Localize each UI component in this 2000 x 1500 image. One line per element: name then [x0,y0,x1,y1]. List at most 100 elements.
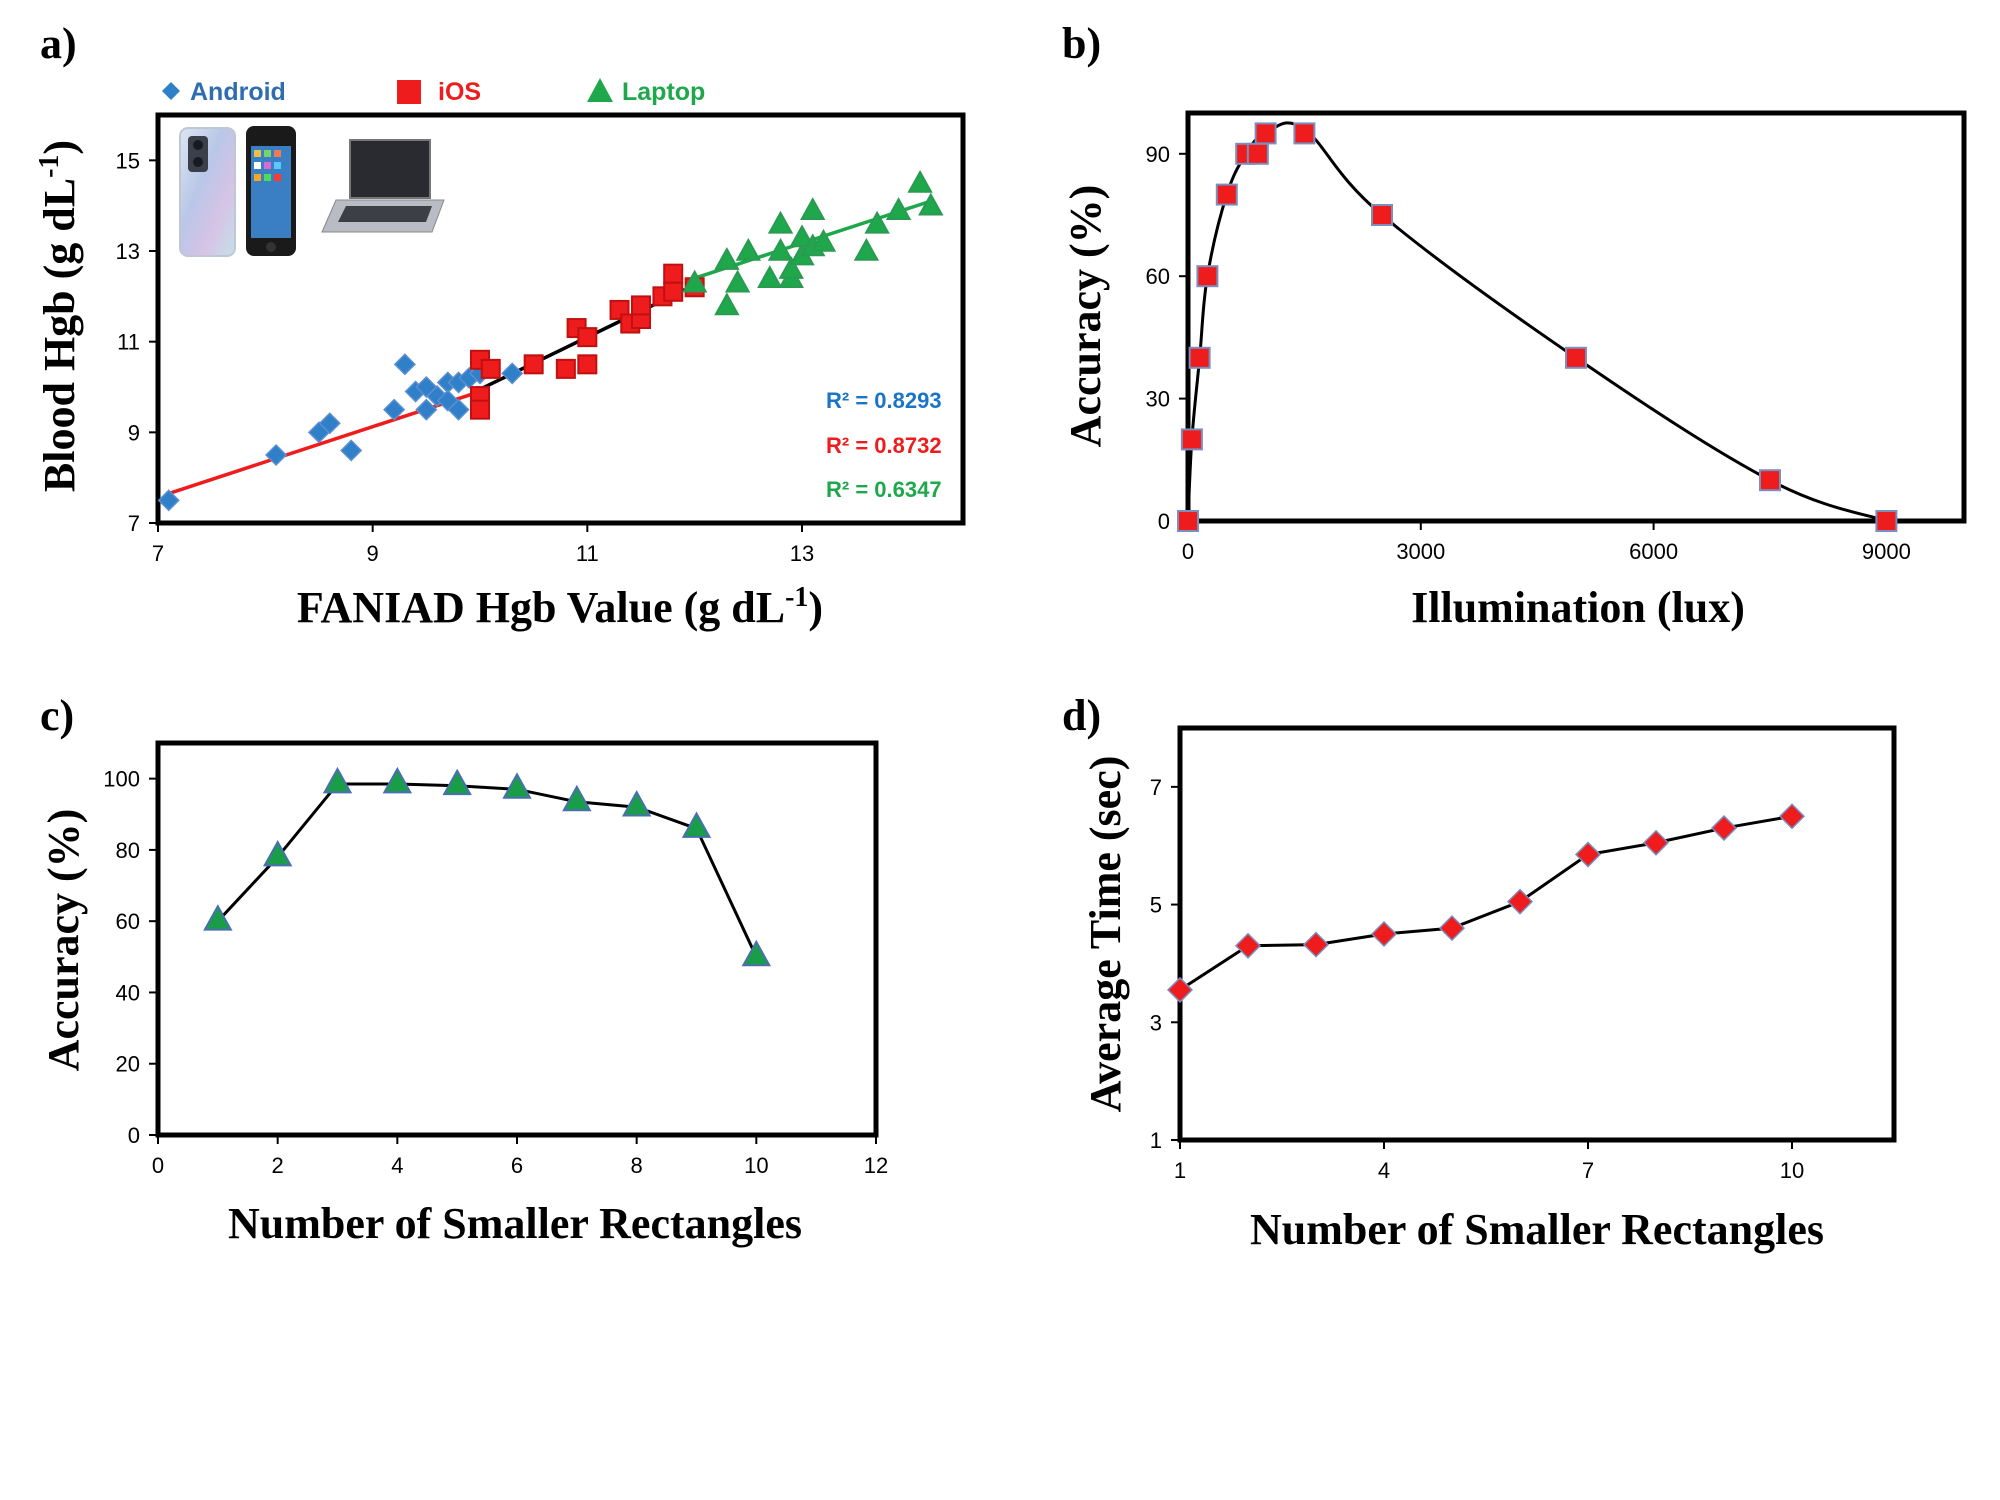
d-y-tick-label: 5 [1150,893,1162,918]
laptop-point [800,197,826,220]
laptop-icon [321,139,445,233]
android-point [340,439,363,462]
fit-curve-b [1186,121,1887,523]
data-point-c [382,766,413,794]
b-x-tick-label: 0 [1182,539,1194,564]
d-y-tick-label: 7 [1150,775,1162,800]
legend-android-label: Android [190,78,286,106]
chart-c: 0 2 4 6 8 10 12 0 20 40 60 80 100 Number of Smaller … [39,740,888,1248]
laptop-point [767,237,794,261]
b-y-tick-label: 0 [1158,509,1170,534]
d-x-tick-label: 10 [1780,1158,1804,1183]
android-phone-icon [179,127,236,257]
series-line-c [216,782,758,958]
data-point-c [322,766,353,794]
data-point-c [681,811,712,838]
a-y-tick-label: 7 [128,511,140,536]
laptop-point [907,169,933,193]
ios-point [631,295,651,316]
x-axis-title-c: Number of Smaller Rectangles [228,1199,802,1248]
device-pictures [179,126,445,257]
a-y-tick-label: 13 [116,239,140,264]
a-x-tick-label: 11 [576,541,599,566]
data-point-d [1710,814,1738,842]
data-point-b [1565,346,1587,369]
a-x-tick-label: 13 [790,541,814,566]
c-x-tick-label: 2 [272,1153,284,1178]
data-point-c [741,939,772,967]
data-point-b [1875,510,1898,532]
b-y-tick-label: 30 [1146,387,1170,412]
ios-point [663,281,684,302]
laptop-point [714,292,740,316]
series-line-d [1179,814,1793,992]
data-point-b [1188,346,1211,369]
a-y-tick-label: 11 [117,330,140,355]
legend-ios-label: iOS [438,78,481,106]
b-y-tick-label: 60 [1146,264,1170,289]
legend-a: Android iOS Laptop [162,78,705,106]
data-point-b [1180,428,1203,451]
x-axis-title-a: FANIAD Hgb Value (g dL-1) [297,582,823,632]
legend-laptop-marker [587,78,613,102]
laptop-point [714,247,740,270]
c-y-tick-label: 100 [103,767,140,792]
d-x-tick-label: 1 [1174,1158,1186,1183]
data-point-d [1234,932,1262,959]
b-x-tick-label: 6000 [1629,539,1678,564]
chart-a: Android iOS Laptop [34,78,966,632]
legend-android-marker [162,82,180,100]
panel-b-label: b) [1062,19,1101,68]
c-y-tick-label: 20 [116,1052,140,1077]
android-point [383,398,406,421]
laptop-point [681,269,708,293]
y-axis-title-c: Accuracy (%) [39,809,88,1072]
r2-laptop: R² = 0.6347 [826,477,942,502]
data-point-d [1166,976,1194,1003]
laptop-point [757,265,783,288]
ios-point [577,327,598,348]
x-axis-title-d: Number of Smaller Rectangles [1250,1205,1824,1254]
laptop-point [918,192,944,216]
c-y-tick-label: 40 [116,980,140,1005]
legend-laptop-label: Laptop [622,78,705,106]
android-point [318,412,341,435]
data-point-c [442,768,472,796]
c-x-tick-label: 6 [511,1153,523,1178]
android-point [393,353,416,376]
d-y-tick-label: 1 [1150,1128,1162,1153]
iphone-icon [246,126,296,256]
data-point-b [1254,122,1277,145]
panel-d-label: d) [1062,691,1101,740]
c-y-tick-label: 80 [116,838,140,863]
b-y-tick-label: 90 [1146,142,1170,167]
android-point [447,398,470,421]
android-point [501,362,524,385]
c-x-tick-label: 12 [864,1153,888,1178]
c-x-tick-label: 8 [631,1153,643,1178]
ios-point [480,358,501,379]
data-point-c [262,839,293,867]
plot-area-d [1177,725,1897,1143]
panel-c-label: c) [40,691,74,740]
data-point-b [1196,265,1219,288]
data-point-d [1302,931,1330,958]
c-x-tick-label: 0 [152,1153,164,1178]
laptop-point [724,269,751,293]
c-x-tick-label: 10 [744,1153,768,1178]
laptop-point [778,256,804,279]
d-y-tick-label: 3 [1150,1010,1162,1035]
data-point-b [1371,204,1393,226]
laptop-point [864,210,890,234]
b-x-tick-label: 9000 [1862,539,1911,564]
laptop-point [735,237,762,261]
data-point-b [1759,469,1781,492]
d-x-tick-label: 7 [1582,1158,1594,1183]
laptop-point [885,197,912,220]
data-point-d [1438,915,1466,942]
d-x-tick-label: 4 [1378,1158,1390,1183]
c-x-tick-label: 4 [391,1153,403,1178]
plot-area-c [155,740,879,1138]
a-y-tick-label: 9 [128,420,140,445]
